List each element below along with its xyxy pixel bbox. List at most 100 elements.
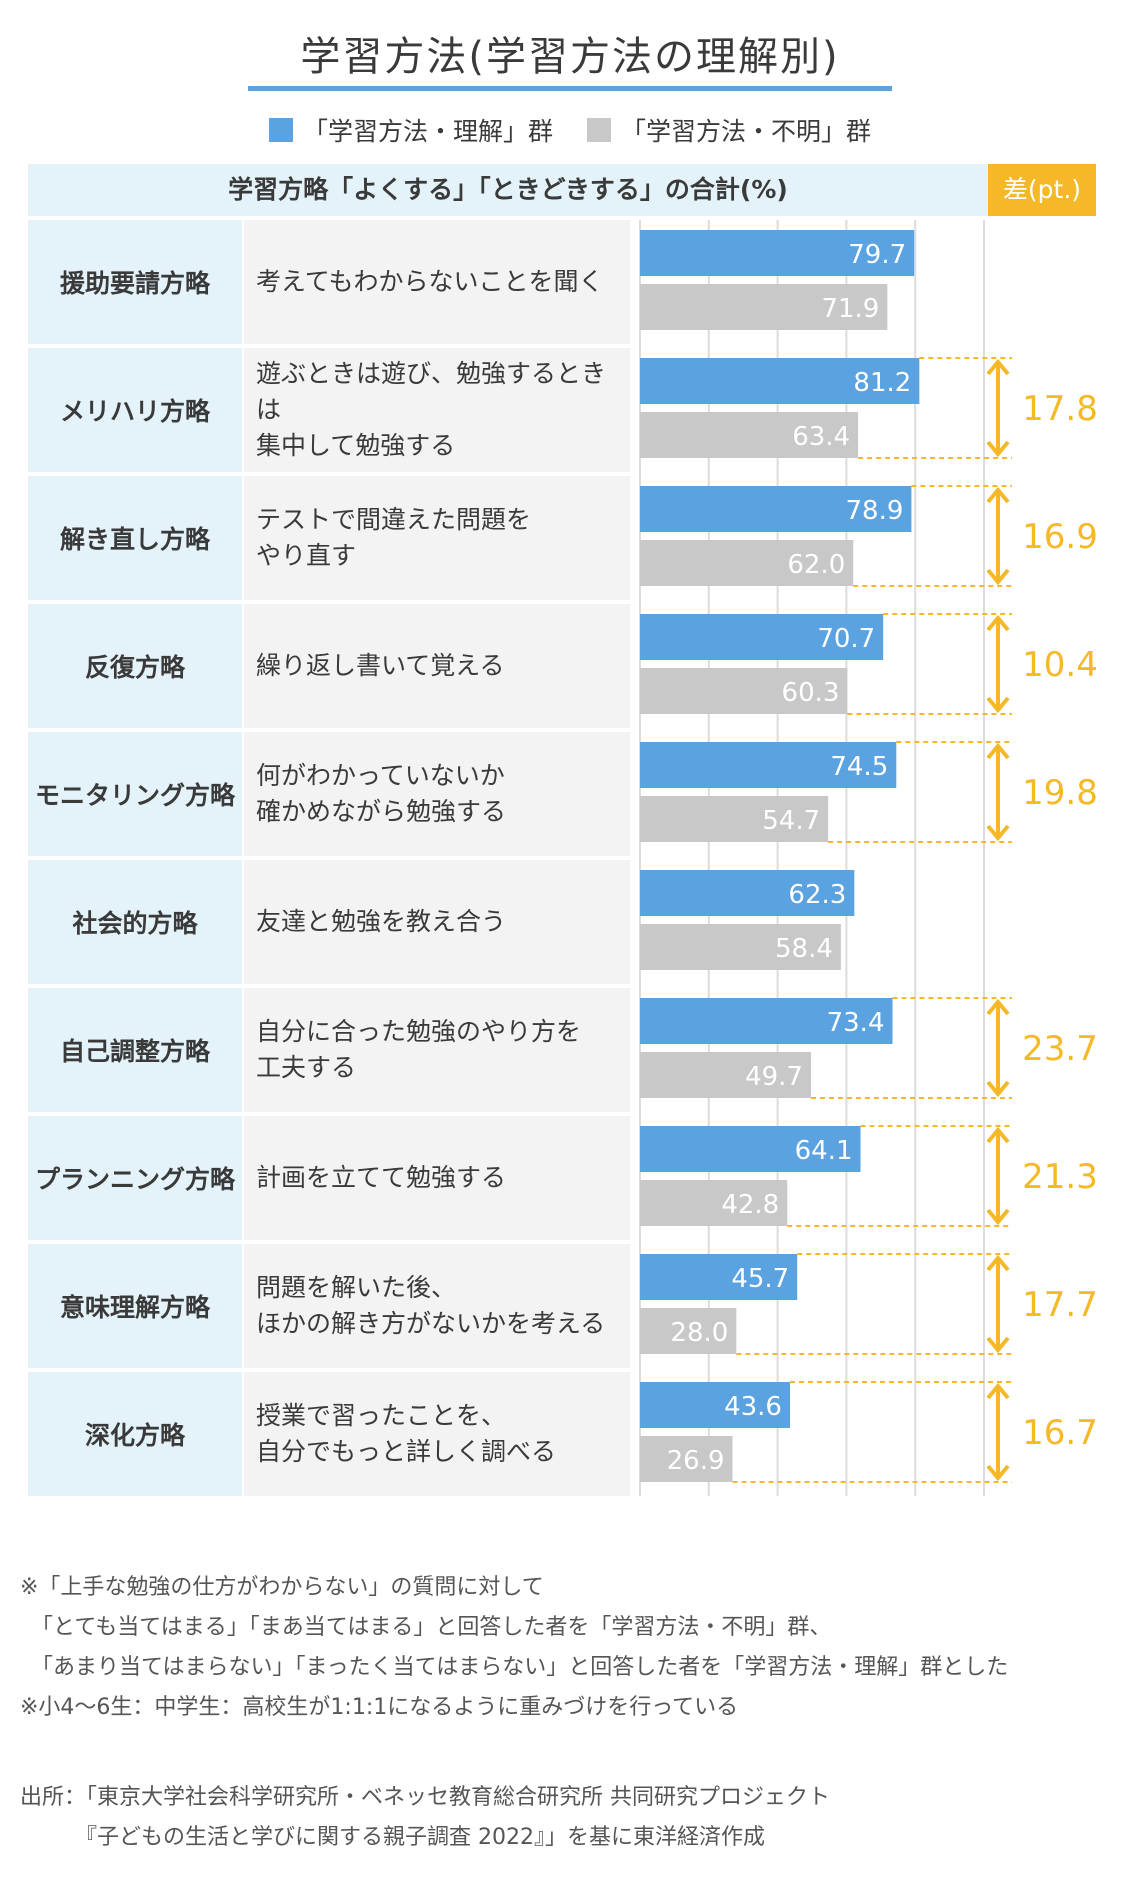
diff-value: 17.8 [1022,389,1098,429]
strategy-description: 何がわかっていないか 確かめながら勉強する [244,732,630,856]
bar-understand [640,486,912,532]
bar-unknown [640,924,841,970]
diff-value: 16.9 [1022,517,1098,557]
bar-unknown [640,796,829,842]
value-label-unknown: 28.0 [670,1318,728,1348]
value-label-unknown: 63.4 [792,422,850,452]
diff-arrow-head-down [986,696,1010,714]
bar-understand [640,742,897,788]
diff-arrow-head-up [986,998,1010,1016]
strategy-description: 自分に合った勉強のやり方を 工夫する [244,988,630,1112]
bar-understand [640,998,893,1044]
diff-value: 17.7 [1022,1285,1098,1325]
strategy-label: 社会的方略 [28,860,242,984]
value-label-unknown: 58.4 [775,934,833,964]
value-label-unknown: 54.7 [762,806,820,836]
strategy-label: メリハリ方略 [28,348,242,472]
value-label-understand: 73.4 [827,1008,885,1038]
bar-understand [640,1254,798,1300]
value-label-understand: 81.2 [853,368,911,398]
strategy-label: 解き直し方略 [28,476,242,600]
value-label-unknown: 42.8 [721,1190,779,1220]
diff-arrow-head-up [986,614,1010,632]
value-label-understand: 45.7 [731,1264,789,1294]
strategy-description: 遊ぶときは遊び、勉強するときは 集中して勉強する [244,348,630,472]
strategy-description: 友達と勉強を教え合う [244,860,630,984]
diff-arrow-head-down [986,1336,1010,1354]
value-label-unknown: 62.0 [787,550,845,580]
legend: 「学習方法・理解」群 「学習方法・不明」群 [0,112,1140,148]
strategy-label: 深化方略 [28,1372,242,1496]
diff-arrow-head-down [986,440,1010,458]
diff-arrow-head-up [986,358,1010,376]
bar-understand [640,230,915,276]
strategy-label: モニタリング方略 [28,732,242,856]
bar-unknown [640,412,859,458]
strategy-label: 自己調整方略 [28,988,242,1112]
value-label-understand: 74.5 [830,752,888,782]
legend-swatch-understand [268,118,293,142]
bar-understand [640,358,920,404]
value-label-understand: 64.1 [795,1136,853,1166]
diff-value: 19.8 [1022,773,1098,813]
diff-value: 23.7 [1022,1029,1098,1069]
legend-label-unknown: 「学習方法・不明」群 [621,117,872,146]
legend-item-unknown: 「学習方法・不明」群 [587,112,871,148]
diff-arrow-head-down [986,1208,1010,1226]
diff-value: 21.3 [1022,1157,1098,1197]
strategy-description: 問題を解いた後、 ほかの解き方がないかを考える [244,1244,630,1368]
bar-unknown [640,1436,733,1482]
bar-understand [640,1382,790,1428]
diff-header: 差(pt.) [988,164,1096,216]
legend-swatch-unknown [587,118,611,142]
diff-arrow-head-up [986,742,1010,760]
strategy-label: プランニング方略 [28,1116,242,1240]
bar-chart: 79.7 71.9 81.263.4 17.8 78.962.0 16.9 70.7 60.3… [639,220,1098,1496]
value-label-understand: 78.9 [846,496,904,526]
legend-label-understand: 「学習方法・理解」群 [302,117,553,146]
bar-unknown [640,284,888,330]
footnotes: ※「上手な勉強の仕方がわからない」の質問に対して 「とても当てはまる」「まあ当て… [20,1528,1120,1898]
source-text: 出所：「東京大学社会科学研究所・ベネッセ教育総合研究所 共同研究プロジェクト 『… [20,1785,830,1850]
strategy-label: 援助要請方略 [28,220,242,344]
diff-arrow-head-down [986,568,1010,586]
value-label-unknown: 49.7 [745,1062,803,1092]
strategy-description: テストで間違えた問題を やり直す [244,476,630,600]
value-label-unknown: 60.3 [782,678,840,708]
bar-unknown [640,540,854,586]
strategy-description: 繰り返し書いて覚える [244,604,630,728]
notes-text: ※「上手な勉強の仕方がわからない」の質問に対して 「とても当てはまる」「まあ当て… [20,1575,1009,1720]
bar-understand [640,1126,861,1172]
diff-arrow-head-up [986,1254,1010,1272]
title-underline [248,86,892,91]
bar-understand [640,614,884,660]
bar-unknown [640,1052,811,1098]
strategy-label: 反復方略 [28,604,242,728]
diff-arrow-head-up [986,1382,1010,1400]
strategy-description: 授業で習ったことを、 自分でもっと詳しく調べる [244,1372,630,1496]
diff-arrow-head-up [986,486,1010,504]
diff-arrow-head-down [986,1464,1010,1482]
value-label-unknown: 26.9 [667,1446,725,1476]
strategy-description: 考えてもわからないことを聞く [244,220,630,344]
legend-item-understand: 「学習方法・理解」群 [268,112,553,148]
diff-arrow-head-down [986,1080,1010,1098]
value-label-understand: 43.6 [724,1392,782,1422]
value-label-understand: 62.3 [788,880,846,910]
diff-value: 10.4 [1022,645,1098,685]
bar-unknown [640,1180,788,1226]
bar-understand [640,870,855,916]
value-label-unknown: 71.9 [821,294,879,324]
diff-value: 16.7 [1022,1413,1098,1453]
chart-title: 学習方法(学習方法の理解別) [300,34,840,80]
value-label-understand: 79.7 [848,240,906,270]
diff-arrow-head-up [986,1126,1010,1144]
strategy-label: 意味理解方略 [28,1244,242,1368]
diff-arrow-head-down [986,824,1010,842]
bar-unknown [640,1308,737,1354]
strategy-description: 計画を立てて勉強する [244,1116,630,1240]
bar-unknown [640,668,848,714]
header-band [28,164,988,216]
value-label-understand: 70.7 [817,624,875,654]
header-label: 学習方略「よくする」「ときどきする」の合計(%) [228,175,788,204]
